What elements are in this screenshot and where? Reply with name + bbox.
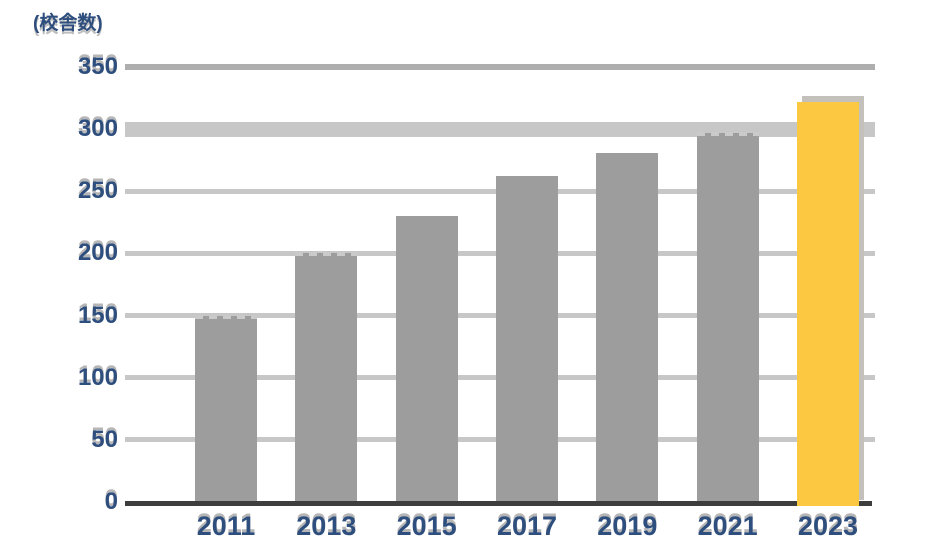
y-tick-label: 350	[77, 53, 118, 80]
bar-2013	[295, 253, 358, 502]
bar-top-dash	[195, 314, 257, 319]
x-tick-label: 2019	[597, 511, 658, 541]
bar-2021	[696, 132, 759, 502]
bar-2019	[596, 152, 659, 502]
y-tick-label: 250	[77, 177, 118, 205]
bar-2023	[796, 101, 859, 506]
x-axis-line	[125, 501, 872, 506]
x-tick-label: 2021	[697, 511, 758, 541]
x-tick-label: 2023	[797, 511, 858, 541]
x-tick-label: 2011	[196, 511, 256, 541]
bar-2017	[495, 176, 558, 502]
y-tick-label: 50	[91, 425, 118, 453]
gridline	[125, 64, 875, 70]
x-tick-label: 2017	[496, 511, 558, 541]
bar-top-dash	[696, 131, 759, 136]
x-tick-label: 2015	[396, 511, 457, 541]
bar-top-dash	[295, 252, 358, 257]
x-tick-label: 2013	[296, 511, 357, 541]
y-tick-label: 300	[77, 115, 118, 143]
bar-2011	[195, 315, 257, 502]
y-tick-label: 200	[77, 239, 118, 267]
bar-2015	[395, 216, 458, 502]
y-tick-label: 150	[77, 301, 118, 329]
axis-unit-label: (校舎数)	[33, 13, 103, 34]
y-tick-label: 100	[77, 363, 118, 391]
gridline	[125, 121, 875, 137]
y-tick-label: 0	[104, 488, 118, 515]
